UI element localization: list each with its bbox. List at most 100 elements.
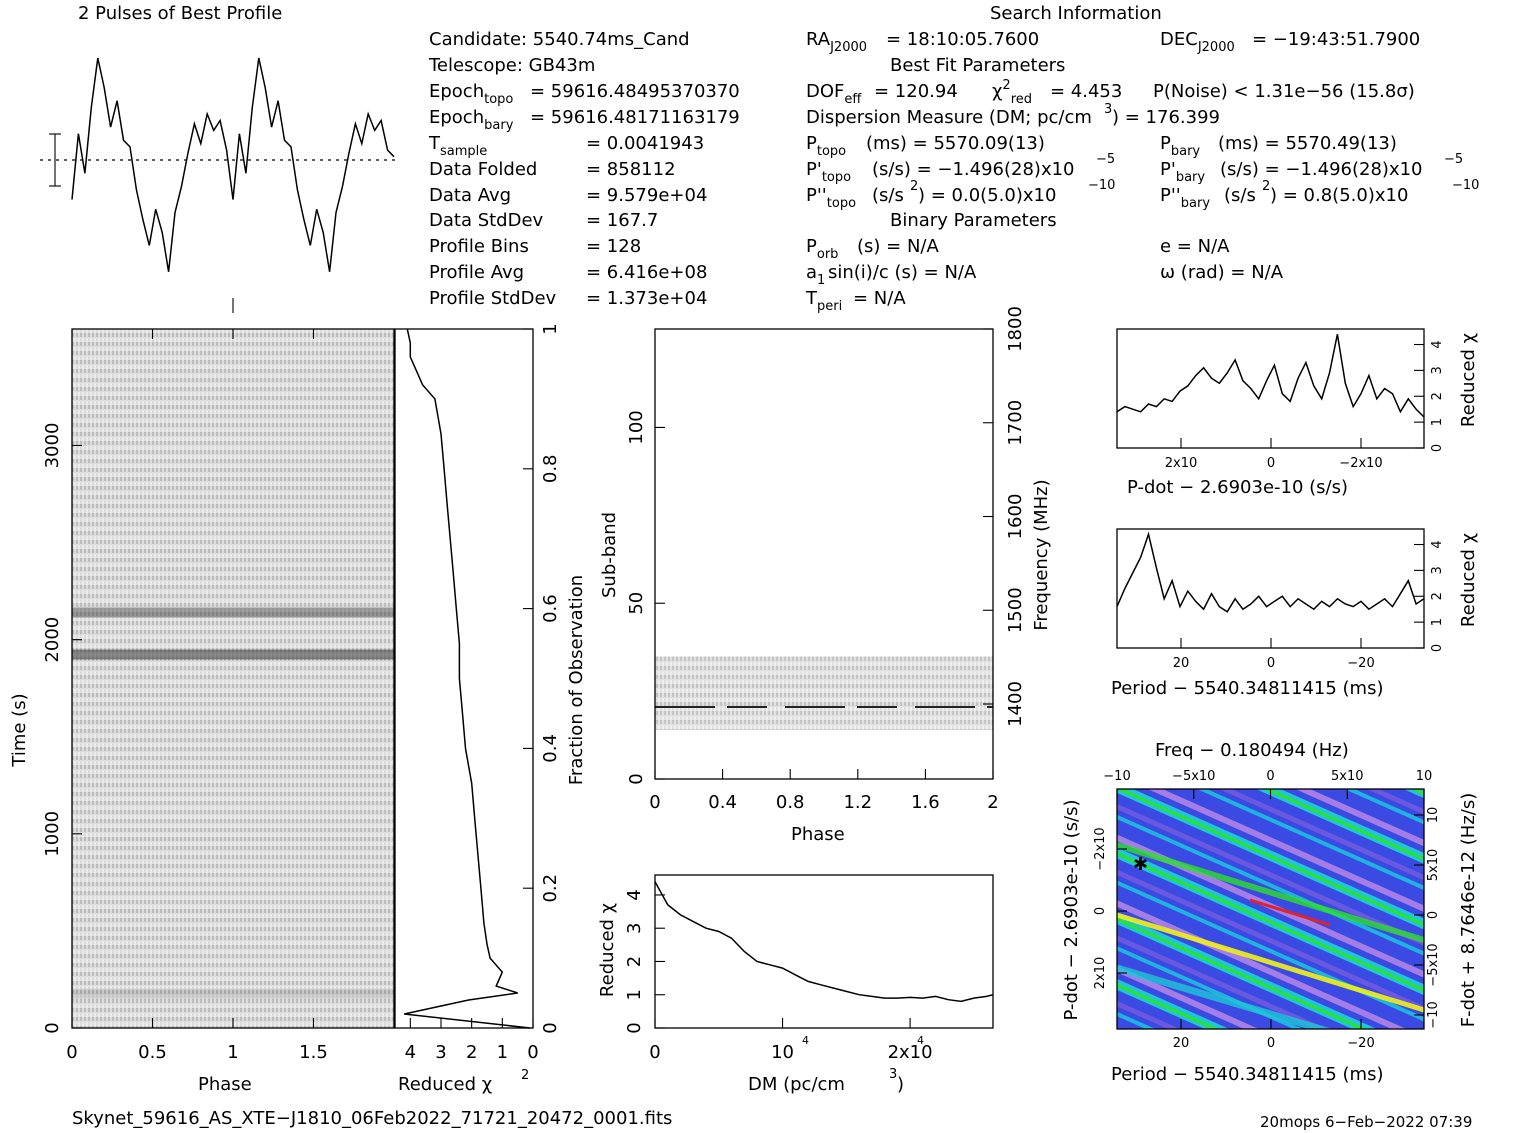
search-info: RAJ2000 = 18:10:05.7600 DECJ2000 = −19:4… [805,29,1479,314]
sb-xtick-label: 2 [987,792,998,813]
svg-text:): ) [897,1074,904,1095]
tchi-ytick-label: 1 [540,323,561,334]
tp-ytick-label: 3000 [42,423,63,469]
svg-text:P''topo: P''topo [806,185,856,211]
svg-text:Tsample: Tsample [428,133,487,159]
svg-text:2: 2 [1262,179,1270,194]
binary-title: Binary Parameters [890,210,1057,231]
ra-value: = 18:10:05.7600 [886,29,1039,50]
per-xlabel: Period − 5540.34811415 (ms) [1111,678,1383,699]
best-marker: ✱ [1133,854,1148,875]
dm-ytick-label: 0 [624,1022,645,1033]
tchi-ytick-label: 0.6 [540,594,561,623]
dm-xtick-label: 2x10 [888,1042,933,1063]
asini-value: sin(i)/c (s) = N/A [828,262,977,283]
tp-ytick-label: 0 [42,1022,63,1033]
sb-y2label: Frequency (MHz) [1031,479,1052,630]
per-ytick-label: 4 [1430,540,1445,548]
sb-y2tick-label: 1400 [1005,681,1026,727]
tchi-ytick-label: 0 [540,1022,561,1033]
svg-text:Ptopo: Ptopo [806,133,846,159]
tp-xtick-label: 1 [227,1042,238,1063]
pddbary-value: ) = 0.8(5.0)x10 [1270,185,1408,206]
per-xtick-label: 20 [1173,656,1190,671]
svg-text:RAJ2000: RAJ2000 [806,29,867,55]
svg-text:Pbary: Pbary [1160,133,1200,159]
pddbary-label: (s/s [1224,185,1256,206]
sb-xtick-label: 0.4 [708,792,737,813]
pp-title: Freq − 0.180494 (Hz) [1155,740,1349,761]
dm-xtick-label: 0 [649,1042,660,1063]
sb-xtick-label: 1.6 [911,792,940,813]
ppdot-image [1117,789,1424,1029]
dm-ytick-label: 1 [624,989,645,1000]
subband-panel: Phase Sub-band Frequency (MHz) 0 0.4 0.8 1.… [599,306,1052,845]
tp-ylabel: Time (s) [9,693,30,767]
data-avg-label: Data Avg [429,185,511,206]
svg-text:χ2red: χ2red [992,78,1032,107]
epoch-topo-value: = 59616.48495370370 [530,81,740,102]
time-phase-dark-row [72,988,394,999]
pp-xtick-label: 0 [1267,1036,1275,1051]
profile-bins-label: Profile Bins [429,236,529,257]
sb-y2tick-label: 1800 [1005,306,1026,352]
svg-text:4: 4 [917,1034,924,1047]
tchi-ylabel: Fraction of Observation [566,575,587,785]
profile-bins-value: = 128 [586,236,641,257]
pdot-panel: P-dot − 2.6903e-10 (s/s) Reduced χ 2x10 0… [1116,328,1479,498]
pddtopo-label: (s/s [872,185,904,206]
best-fit-title: Best Fit Parameters [890,55,1065,76]
data-folded-label: Data Folded [429,159,537,180]
tp-xtick-label: 1.5 [299,1042,328,1063]
pp-y2tick-label: −10 [1426,1001,1441,1028]
sb-ytick-label: 0 [626,773,647,784]
tp-ytick-label: 1000 [42,811,63,857]
dec-value: = −19:43:51.7900 [1252,29,1420,50]
ppdot-panel: ✱ Freq − 0.180494 (Hz) Period − 5540.348… [1061,740,1479,1085]
svg-text:a1: a1 [806,262,825,288]
pbary-value: (ms) = 5570.49(13) [1218,133,1397,154]
subband-image [655,656,993,730]
profile-panel [40,57,395,272]
pp-toptick-label: 10 [1416,769,1433,784]
dm-value: ) = 176.399 [1112,107,1220,128]
pp-toptick-label: 5x10 [1331,769,1364,784]
per-xtick-label: 0 [1267,656,1275,671]
tchi-xtick-label: 2 [466,1042,477,1063]
dm-ytick-label: 2 [624,956,645,967]
profile-avg-value: = 6.416e+08 [586,262,707,283]
pdot-ytick-label: 2 [1430,392,1445,400]
telescope-label: Telescope: GB43m [428,55,595,76]
epoch-bary-value: = 59616.48171163179 [530,107,740,128]
dm-xlabel: DM (pc/cm [748,1074,845,1095]
svg-text:−10: −10 [1088,178,1115,193]
pp-ylabel: P-dot − 2.6903e-10 (s/s) [1061,799,1082,1020]
search-title: Search Information [990,3,1162,24]
pnoise-value: P(Noise) < 1.31e−56 (15.8σ) [1153,81,1415,102]
pdot-xlabel: P-dot − 2.6903e-10 (s/s) [1127,477,1348,498]
omega-value: ω (rad) = N/A [1160,262,1284,283]
sb-y2tick-label: 1700 [1005,400,1026,446]
svg-text:2: 2 [521,1068,529,1083]
pp-y2tick-label: 10 [1426,807,1441,824]
pp-y2tick-label: −5x10 [1426,943,1441,986]
svg-text:−10: −10 [1452,178,1479,193]
profile-stddev-value: = 1.373e+04 [586,288,707,309]
tp-xtick-label: 0.5 [138,1042,167,1063]
per-xtick-label: −20 [1347,656,1374,671]
svg-text:P''bary: P''bary [1160,185,1210,211]
pp-ytick-label: 0 [1093,907,1108,915]
sb-xtick-label: 1.2 [843,792,872,813]
sb-y2tick-label: 1600 [1005,494,1026,540]
tchi-ytick-label: 0.2 [540,874,561,903]
time-phase-dark-row [72,607,394,618]
sb-ytick-label: 100 [626,410,647,444]
dm-ylabel: Reduced χ [597,903,618,997]
per-ytick-label: 3 [1430,566,1445,574]
sb-xtick-label: 0.8 [776,792,805,813]
dm-ytick-label: 4 [624,889,645,900]
period-panel: Period − 5540.34811415 (ms) Reduced χ 20… [1111,528,1479,699]
pp-y2tick-label: 0 [1426,911,1441,919]
